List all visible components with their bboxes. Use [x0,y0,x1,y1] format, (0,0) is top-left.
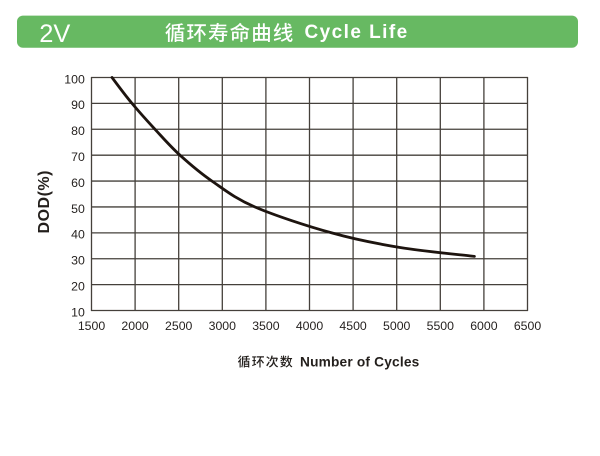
svg-text:6500: 6500 [514,319,542,333]
svg-text:Cycle Life: Cycle Life [305,22,408,43]
svg-text:Number of Cycles: Number of Cycles [300,355,420,370]
svg-text:40: 40 [71,228,85,242]
svg-text:70: 70 [71,150,85,164]
svg-text:2500: 2500 [165,319,193,333]
svg-text:100: 100 [64,72,85,86]
svg-text:80: 80 [71,124,85,138]
svg-text:4500: 4500 [339,319,367,333]
svg-text:2V: 2V [39,20,70,48]
svg-text:30: 30 [71,254,85,268]
svg-text:3500: 3500 [252,319,280,333]
svg-text:4000: 4000 [296,319,324,333]
svg-text:DOD(%): DOD(%) [36,171,53,234]
svg-text:2000: 2000 [121,319,149,333]
svg-text:5000: 5000 [383,319,411,333]
svg-text:6000: 6000 [470,319,498,333]
svg-text:60: 60 [71,176,85,190]
svg-text:3000: 3000 [209,319,237,333]
svg-text:90: 90 [71,98,85,112]
svg-text:5500: 5500 [427,319,455,333]
svg-text:50: 50 [71,202,85,216]
svg-text:20: 20 [71,279,85,293]
svg-text:10: 10 [71,305,85,319]
svg-text:1500: 1500 [78,319,106,333]
